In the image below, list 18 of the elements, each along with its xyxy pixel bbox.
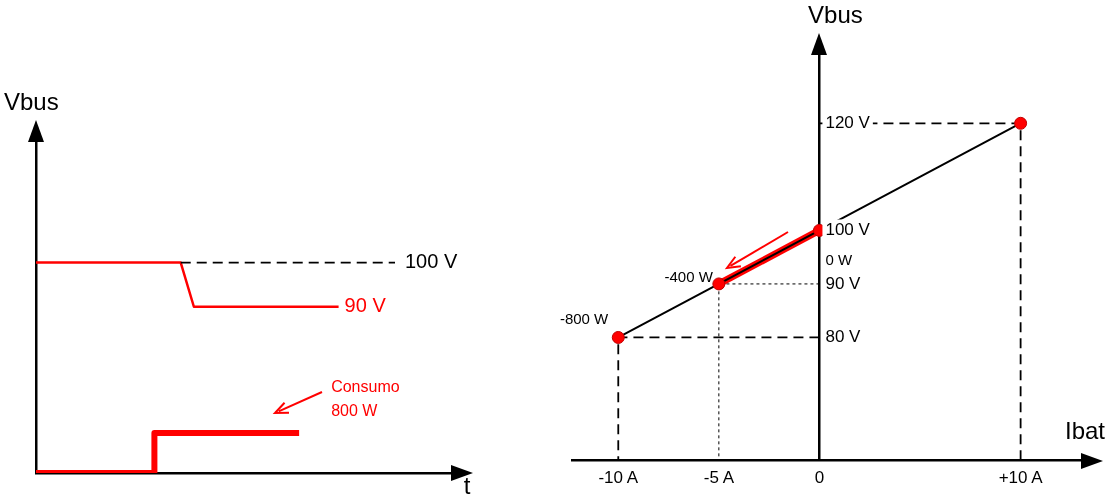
- x-tick-label: -5 A: [703, 468, 735, 488]
- annotation: 0 W: [825, 250, 853, 268]
- y-axis-title: Vbus: [808, 1, 863, 28]
- y-tick-label: 120 V: [825, 113, 871, 132]
- x-tick-label: +10 A: [998, 468, 1044, 488]
- y-tick-label: 90 V: [825, 273, 862, 293]
- annotation: 90 V: [344, 294, 387, 317]
- annotation: Consumo 800 W: [331, 378, 400, 420]
- x-axis-title: t: [463, 472, 471, 497]
- annotation: -800 W: [559, 309, 610, 327]
- y-axis-title: Vbus: [4, 88, 59, 115]
- x-axis-title: Ibat: [1064, 416, 1106, 444]
- ref-line-label: 100 V: [405, 250, 458, 273]
- x-tick-label: 0: [814, 468, 825, 488]
- y-tick-label: 100 V: [825, 220, 871, 240]
- y-tick-label: 80 V: [825, 327, 862, 347]
- annotation: -400 W: [664, 268, 714, 286]
- x-tick-label: -10 A: [598, 468, 639, 488]
